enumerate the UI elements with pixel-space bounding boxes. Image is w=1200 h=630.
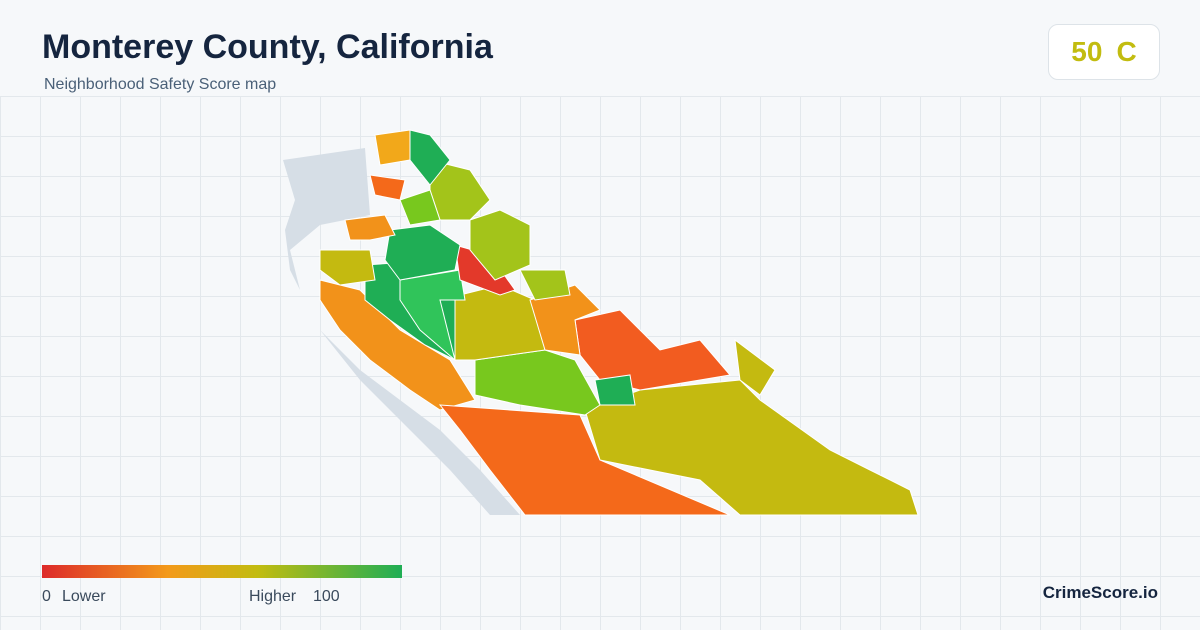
subtitle: Neighborhood Safety Score map [44,76,277,93]
region [384,224,461,281]
region [574,309,731,391]
legend-min-label: Lower [62,588,106,605]
region [369,174,406,201]
header: Monterey County, California Neighborhood… [0,0,1200,96]
score-value: 50 [1071,36,1103,67]
region [584,379,919,516]
region [469,209,531,281]
region [374,129,411,166]
region [734,338,776,396]
legend-min: 0 [42,588,51,605]
legend-max-label: Higher [249,588,297,605]
title: Monterey County, California [42,28,493,66]
legend-gradient [42,565,402,578]
region [594,374,636,406]
region [474,349,601,416]
score-grade: C [1116,36,1137,67]
region [319,249,376,286]
region [344,214,396,241]
brand: CrimeScore.io [1042,583,1158,602]
score-badge: 50 C [1048,24,1160,80]
region [529,284,601,356]
coast [283,148,520,515]
region [399,189,441,226]
region [438,404,731,516]
region [519,269,571,301]
legend-max: 100 [313,588,340,605]
